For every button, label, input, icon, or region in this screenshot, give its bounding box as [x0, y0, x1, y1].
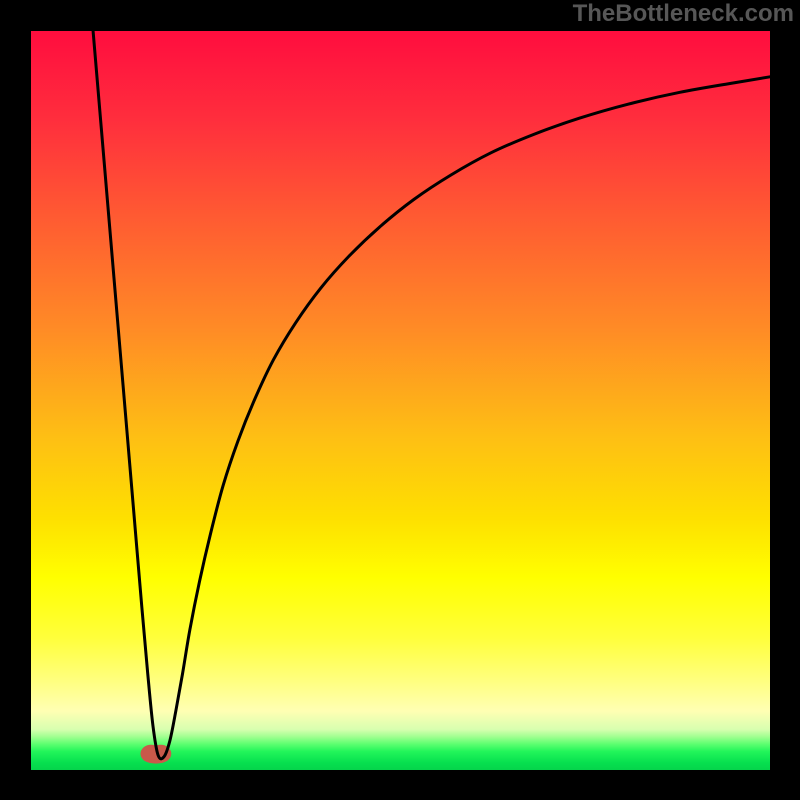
bottleneck-chart [0, 0, 800, 800]
chart-container: TheBottleneck.com [0, 0, 800, 800]
plot-background-gradient [31, 31, 770, 770]
watermark-text: TheBottleneck.com [573, 0, 794, 28]
